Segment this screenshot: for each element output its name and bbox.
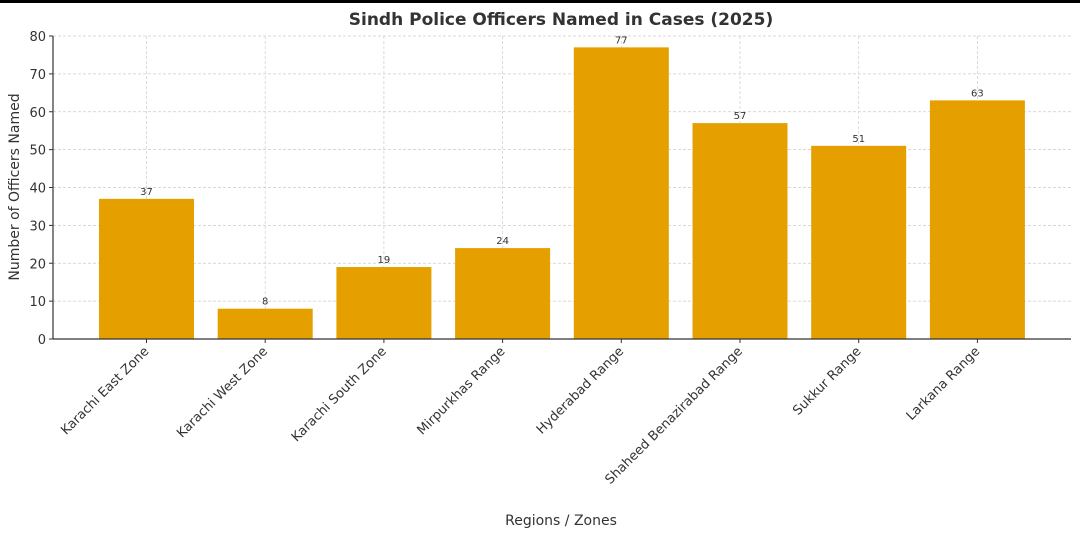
top-border-rule [0, 0, 1080, 3]
x-category-label: Karachi South Zone [289, 344, 390, 445]
bar [811, 145, 907, 339]
y-tick-label: 30 [29, 219, 46, 234]
x-category-label: Karachi West Zone [174, 344, 271, 441]
bar [217, 308, 313, 339]
y-tick-label: 60 [29, 106, 46, 121]
bar [455, 248, 551, 339]
bar-value-label: 19 [378, 255, 391, 266]
y-tick-label: 40 [29, 182, 46, 197]
bar-value-label: 37 [140, 187, 153, 198]
gridlines [53, 35, 1071, 339]
bar [336, 267, 432, 339]
y-tick-label: 50 [29, 144, 46, 159]
bar-value-label: 51 [852, 134, 865, 145]
bar-value-label: 63 [971, 88, 984, 99]
y-axis-label: Number of Officers Named [7, 93, 23, 280]
x-category-label: Larkana Range [904, 344, 983, 423]
x-category-label: Karachi East Zone [58, 344, 152, 438]
bar-value-label: 57 [734, 111, 747, 122]
y-axis-ticks: 0 10 20 30 40 50 60 70 80 [29, 30, 53, 348]
x-category-label: Mirpurkhas Range [414, 344, 508, 438]
y-tick-label: 10 [29, 295, 46, 310]
x-category-label: Sukkur Range [790, 344, 864, 418]
chart-title: Sindh Police Officers Named in Cases (20… [349, 10, 774, 30]
x-axis-tick-labels: Karachi East Zone Karachi West Zone Karach… [58, 339, 983, 488]
bar [573, 47, 669, 340]
bars [99, 47, 1025, 340]
bar-value-label: 8 [262, 297, 268, 308]
bar [929, 100, 1025, 339]
y-tick-label: 70 [29, 68, 46, 83]
x-category-label: Shaheed Benazirabad Range [602, 344, 745, 487]
data-labels: 37 8 19 24 77 57 51 63 [140, 35, 984, 307]
y-tick-label: 0 [38, 333, 46, 348]
y-tick-label: 20 [29, 257, 46, 272]
bar [99, 198, 194, 339]
x-axis-label: Regions / Zones [505, 513, 617, 529]
x-category-label: Hyderabad Range [534, 344, 627, 437]
bar-value-label: 77 [615, 35, 628, 46]
bar-value-label: 24 [496, 236, 509, 247]
bar [692, 123, 788, 339]
y-tick-label: 80 [29, 30, 46, 45]
